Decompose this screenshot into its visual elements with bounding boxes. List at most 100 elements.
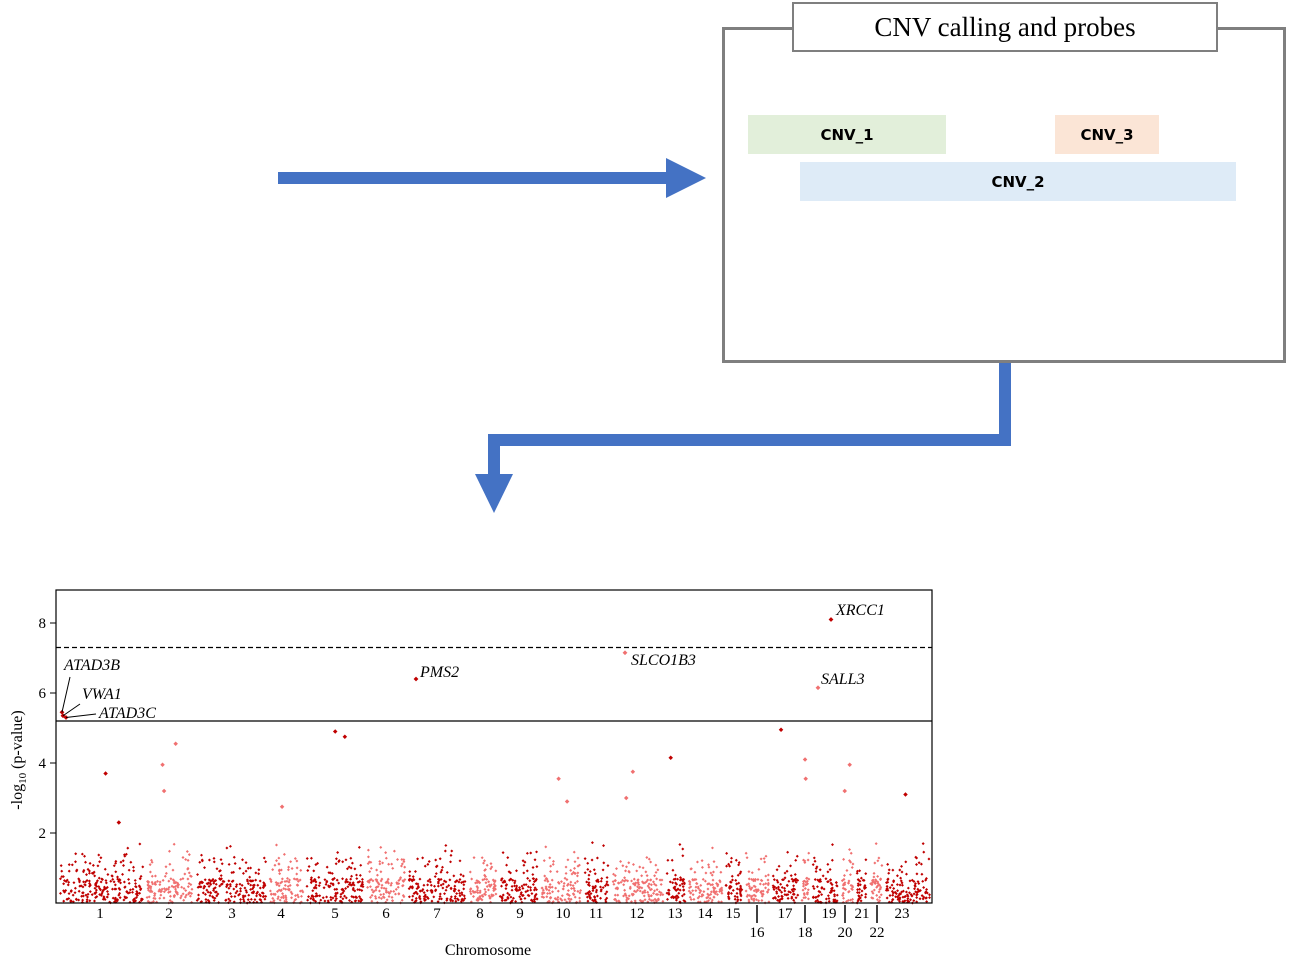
data-point xyxy=(603,884,607,888)
data-point xyxy=(631,893,635,897)
data-point xyxy=(752,884,756,888)
y-tick-label-8: 8 xyxy=(39,616,47,632)
data-point xyxy=(579,889,583,893)
data-point xyxy=(709,883,713,887)
data-point xyxy=(900,870,904,874)
data-point xyxy=(587,884,591,887)
data-point xyxy=(636,881,640,885)
data-point xyxy=(241,858,244,862)
data-point xyxy=(269,892,273,896)
data-point xyxy=(908,879,912,883)
data-point xyxy=(135,893,139,897)
data-point xyxy=(384,856,388,860)
data-point xyxy=(323,899,327,903)
data-point xyxy=(546,879,550,883)
data-point xyxy=(232,855,236,859)
data-point xyxy=(644,880,648,884)
data-point xyxy=(645,856,649,860)
data-point-notable xyxy=(279,804,285,810)
data-point xyxy=(514,869,518,873)
data-point xyxy=(711,883,715,887)
data-point xyxy=(85,873,88,877)
data-point xyxy=(651,899,655,902)
data-point xyxy=(324,882,328,886)
data-point xyxy=(209,879,213,883)
data-point xyxy=(653,874,657,878)
data-point xyxy=(748,894,752,897)
data-point xyxy=(214,879,218,882)
data-point xyxy=(505,883,509,887)
data-point xyxy=(425,889,429,893)
data-point xyxy=(907,891,911,895)
data-point xyxy=(573,860,577,864)
data-point xyxy=(779,882,783,886)
data-point xyxy=(700,859,704,863)
data-point xyxy=(920,872,924,876)
data-point xyxy=(783,893,787,897)
data-point xyxy=(73,886,77,890)
data-point xyxy=(459,873,463,877)
data-point xyxy=(687,879,691,883)
x-tick-label-chr6: 6 xyxy=(382,906,390,922)
data-point xyxy=(875,898,879,902)
data-point xyxy=(821,874,825,878)
data-point xyxy=(594,884,598,888)
data-point xyxy=(915,891,919,895)
data-point xyxy=(74,860,77,864)
data-point xyxy=(656,893,660,896)
data-point xyxy=(529,888,533,892)
data-point xyxy=(682,882,686,886)
data-point xyxy=(842,896,846,900)
data-point xyxy=(698,888,702,892)
data-point xyxy=(390,862,394,866)
data-point xyxy=(816,878,820,882)
data-point xyxy=(105,890,109,893)
data-point xyxy=(317,875,321,879)
data-point-notable xyxy=(556,776,561,782)
data-point xyxy=(840,879,844,883)
data-point xyxy=(85,898,89,902)
data-point xyxy=(738,871,742,875)
data-point xyxy=(148,863,152,867)
data-point xyxy=(696,896,700,900)
data-point xyxy=(925,900,929,904)
data-point xyxy=(622,879,626,883)
data-point xyxy=(430,888,434,892)
data-point xyxy=(812,856,816,860)
data-point xyxy=(892,879,896,883)
data-point xyxy=(689,891,693,895)
data-point xyxy=(621,864,625,868)
data-point xyxy=(623,876,627,880)
data-point xyxy=(461,880,465,884)
gene-leader-line xyxy=(61,676,71,713)
data-point xyxy=(739,898,743,902)
data-point xyxy=(359,863,363,867)
data-point xyxy=(344,886,348,890)
data-point xyxy=(543,874,547,878)
data-point xyxy=(753,877,757,881)
data-point xyxy=(455,892,459,896)
data-point xyxy=(857,897,861,901)
data-point xyxy=(702,890,706,894)
data-point xyxy=(360,888,364,892)
data-point-notable xyxy=(802,757,808,762)
data-point xyxy=(548,856,552,860)
data-point xyxy=(276,881,280,885)
data-point xyxy=(800,898,804,902)
data-point xyxy=(678,888,682,892)
data-point xyxy=(805,892,809,896)
data-point xyxy=(876,859,880,863)
data-point xyxy=(540,892,544,896)
data-point xyxy=(375,873,379,877)
data-point xyxy=(335,887,339,891)
data-point xyxy=(787,879,791,883)
data-point xyxy=(219,858,223,862)
data-point xyxy=(707,899,710,903)
data-point xyxy=(667,888,671,892)
data-point xyxy=(905,893,909,897)
data-point xyxy=(720,888,724,892)
data-point xyxy=(59,864,63,868)
data-point xyxy=(915,893,919,897)
highlight-point-xrcc1 xyxy=(828,617,834,622)
data-point xyxy=(765,890,769,894)
